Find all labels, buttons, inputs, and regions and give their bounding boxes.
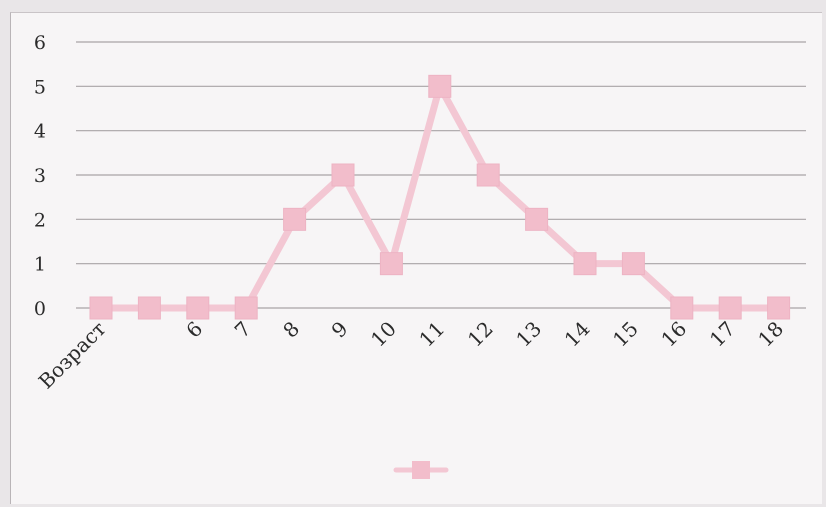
x-tick-label: 6 (181, 317, 207, 343)
data-point-marker (718, 296, 742, 320)
x-tick-label: 10 (366, 317, 401, 352)
y-tick-label: 1 (34, 254, 46, 276)
x-tick-label: 14 (560, 317, 595, 352)
data-point-marker (476, 163, 500, 187)
x-tick-label: 16 (656, 317, 691, 352)
legend (393, 461, 449, 479)
data-point-marker (767, 296, 791, 320)
y-tick-label: 6 (34, 32, 46, 54)
x-tick-label: 11 (414, 317, 449, 352)
data-point-marker (186, 296, 210, 320)
chart-frame (10, 12, 822, 504)
y-tick-label: 5 (34, 76, 46, 98)
data-point-marker (331, 163, 355, 187)
x-tick-label: 7 (230, 317, 256, 343)
series-group (89, 74, 791, 320)
series-line (97, 82, 783, 312)
data-point-marker (234, 296, 258, 320)
x-tick-label: 15 (608, 317, 643, 352)
x-tick-label: 8 (278, 317, 304, 343)
data-point-marker (621, 252, 645, 276)
x-tick-label: 9 (327, 317, 353, 343)
data-point-marker (428, 74, 452, 98)
y-tick-label: 0 (34, 298, 46, 320)
x-tick-label: 13 (511, 317, 546, 352)
x-tick-label: 18 (753, 317, 788, 352)
x-tick-label: 12 (463, 317, 498, 352)
data-point-marker (379, 252, 403, 276)
data-point-marker (525, 207, 549, 231)
x-tick-label: Возраст (34, 317, 111, 394)
data-point-marker (137, 296, 161, 320)
y-tick-label: 4 (34, 121, 46, 143)
y-tick-label: 2 (34, 209, 46, 231)
data-point-marker (670, 296, 694, 320)
x-axis-tick-labels: Возраст 6 7 8 9 10 11 12 13 14 15 16 17 18 (34, 317, 788, 394)
x-tick-label: 17 (705, 317, 740, 352)
y-tick-label: 3 (34, 165, 46, 187)
data-point-marker (283, 207, 307, 231)
data-point-marker (89, 296, 113, 320)
y-axis-tick-labels: 0 1 2 3 4 5 6 (34, 32, 46, 320)
data-point-marker (573, 252, 597, 276)
legend-marker (412, 461, 430, 479)
